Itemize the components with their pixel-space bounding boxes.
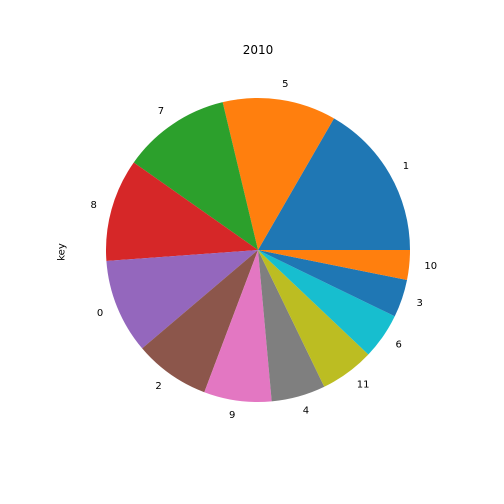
pie-slice-5 <box>222 98 334 250</box>
slice-label-8: 8 <box>91 200 97 211</box>
pie-slice-1 <box>258 118 410 250</box>
slice-label-7: 7 <box>158 106 164 117</box>
slice-label-9: 9 <box>229 410 235 421</box>
slice-label-5: 5 <box>282 79 288 90</box>
pie-slice-0 <box>106 250 259 349</box>
pie-slice-3 <box>258 250 408 317</box>
pie-slice-6 <box>258 250 395 355</box>
pie-slice-2 <box>142 250 258 393</box>
slice-label-2: 2 <box>155 381 161 392</box>
pie-slices <box>106 98 410 402</box>
slice-label-3: 3 <box>416 298 422 309</box>
slice-label-11: 11 <box>357 379 370 390</box>
pie-slice-4 <box>258 250 325 402</box>
slice-label-6: 6 <box>396 340 402 351</box>
chart-title: 2010 <box>243 43 274 57</box>
pie-slice-7 <box>133 102 258 250</box>
pie-slice-11 <box>258 250 369 387</box>
pie-slice-10 <box>258 250 410 280</box>
slice-label-1: 1 <box>403 161 409 172</box>
slice-label-10: 10 <box>424 261 437 272</box>
pie-slice-8 <box>106 162 258 261</box>
y-axis-label: key <box>57 243 68 261</box>
pie-slice-9 <box>204 250 272 402</box>
slice-label-4: 4 <box>303 406 309 417</box>
slice-label-0: 0 <box>97 308 103 319</box>
pie-labels: 1 5 7 8 0 2 9 4 11 6 3 10 <box>91 79 438 421</box>
